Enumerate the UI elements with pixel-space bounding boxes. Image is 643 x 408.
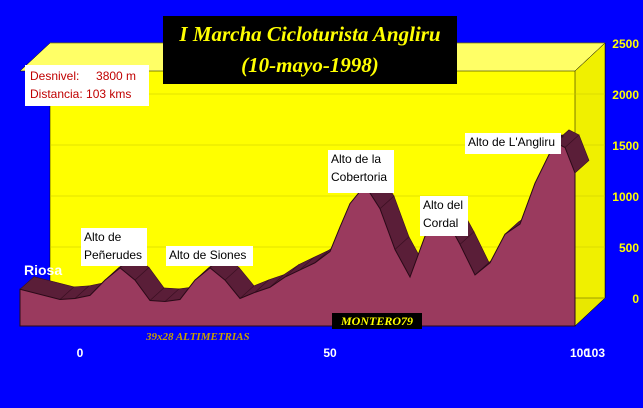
y-tick-label: 1000	[612, 190, 639, 204]
peak-label-cordal: Alto del Cordal	[420, 196, 468, 236]
x-tick-label: 103	[585, 346, 605, 360]
distancia-row: Distancia: 103 kms	[30, 85, 149, 103]
y-tick-label: 2500	[612, 37, 639, 51]
y-tick-label: 1500	[612, 139, 639, 153]
peak-label-line: Cobertoria	[331, 170, 388, 184]
distancia-label: Distancia:	[30, 87, 83, 101]
distancia-value: 103 kms	[86, 87, 132, 101]
peak-label-line: Alto de Siones	[169, 248, 247, 262]
peak-label-line: Cordal	[423, 216, 459, 230]
start-label: Riosa	[24, 262, 63, 278]
peak-label-line: Alto de	[84, 230, 122, 244]
stats-box: Desnivel: 3800 m Distancia: 103 kms	[25, 65, 149, 106]
y-tick-label: 2000	[612, 88, 639, 102]
peak-label-line: Alto de la	[331, 152, 382, 166]
chart-title: I Marcha Cicloturista Angliru (10-mayo-1…	[163, 16, 457, 84]
x-tick-label: 100	[570, 346, 590, 360]
profile-front-face	[19, 141, 576, 327]
peak-marker	[560, 134, 564, 138]
y-tick-label: 0	[632, 292, 639, 306]
peak-label-angliru: Alto de L'Angliru	[465, 133, 561, 154]
title-line-2: (10-mayo-1998)	[241, 53, 379, 77]
y-tick-label: 500	[619, 241, 639, 255]
x-tick-label: 0	[77, 346, 84, 360]
desnivel-value: 3800 m	[96, 69, 137, 83]
x-tick-label: 50	[323, 346, 337, 360]
peak-label-line: Peñerudes	[84, 248, 143, 262]
peak-label-penerudes: Alto de Peñerudes	[81, 228, 147, 266]
peak-label-line: Alto del	[423, 198, 464, 212]
peak-label-siones: Alto de Siones	[166, 246, 253, 266]
altimetrias-credit: 39x28 ALTIMETRIAS	[146, 331, 250, 343]
author-credit: MONTERO79	[332, 313, 422, 329]
side-wall	[574, 42, 606, 327]
peak-label-cobertoria: Alto de la Cobertoria	[328, 150, 394, 193]
title-line-1: I Marcha Cicloturista Angliru	[179, 22, 441, 46]
desnivel-row: Desnivel: 3800 m	[30, 67, 149, 85]
peak-label-line: Alto de L'Angliru	[468, 135, 556, 149]
desnivel-label: Desnivel:	[30, 69, 80, 83]
